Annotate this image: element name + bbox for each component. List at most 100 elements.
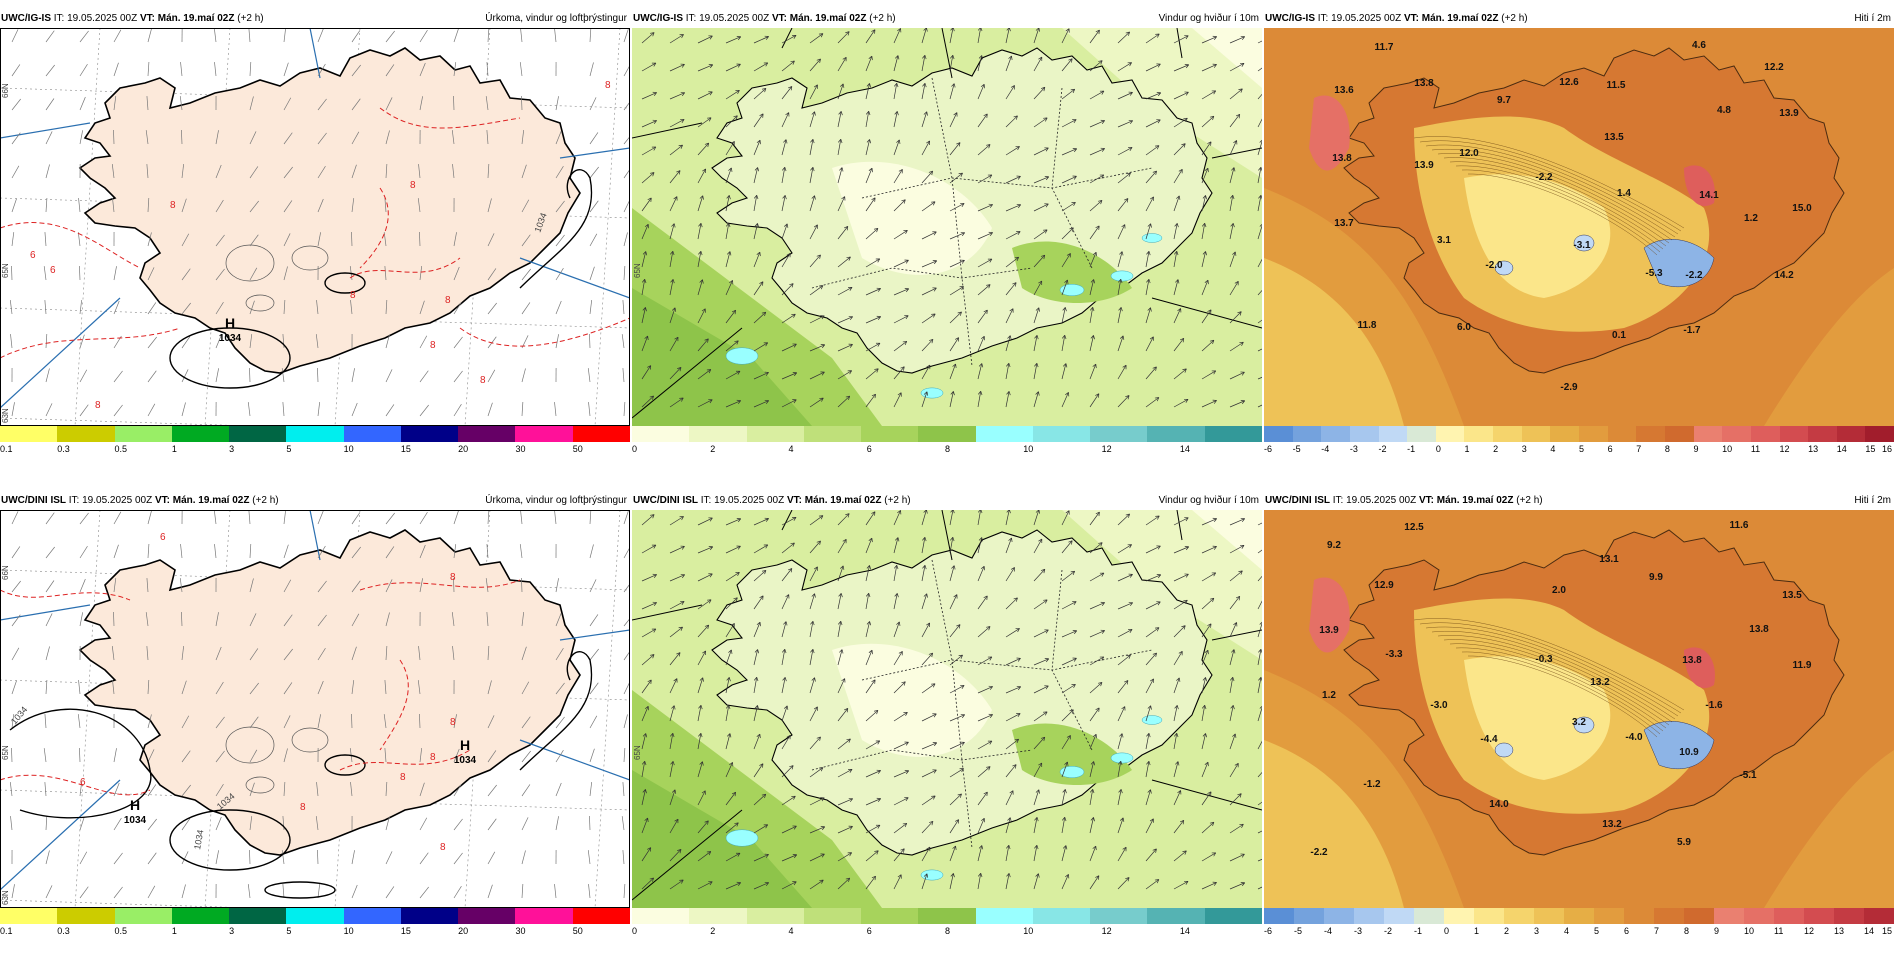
colorbar-swatch — [1594, 908, 1624, 924]
colorbar-swatch — [1436, 426, 1465, 442]
colorbar-swatch — [0, 908, 57, 924]
panel-igis-temp: UWC/IG-IS IT: 19.05.2025 00Z VT: Mán. 19… — [1264, 10, 1894, 475]
colorbar-swatch — [976, 908, 1033, 924]
colorbar-label: 1 — [172, 926, 177, 936]
colorbar-label: 12 — [1779, 444, 1789, 454]
vt-label: VT: — [140, 13, 155, 24]
panel-title: Vindur og hviður í 10m — [1159, 10, 1259, 28]
colorbar-swatch — [1464, 426, 1493, 442]
temp-value: -2.2 — [1685, 270, 1703, 281]
temp-value: 9.2 — [1327, 540, 1341, 551]
temp-value: -5.3 — [1645, 268, 1663, 279]
panel-title: Úrkoma, vindur og loftþrýstingur — [485, 10, 627, 28]
temp-value: 12.2 — [1764, 62, 1784, 73]
colorbar — [1264, 426, 1894, 442]
colorbar-swatch — [0, 426, 57, 442]
high-pressure-label: H — [460, 737, 470, 753]
temp-value: 13.7 — [1334, 218, 1354, 229]
init-time: 19.05.2025 00Z — [1331, 13, 1401, 24]
model-name: UWC/IG-IS — [633, 13, 683, 24]
panel-dini-precip: UWC/DINI ISL IT: 19.05.2025 00Z VT: Mán.… — [0, 492, 630, 957]
colorbar-label: 0 — [632, 926, 637, 936]
temp-value: 4.6 — [1692, 40, 1706, 51]
colorbar-swatch — [1504, 908, 1534, 924]
colorbar-swatch — [515, 426, 572, 442]
colorbar-label: 0 — [632, 444, 637, 454]
colorbar-label: 15 — [1865, 444, 1875, 454]
colorbar-swatch — [918, 908, 975, 924]
valid-time: Mán. 19.maí 02Z — [173, 495, 250, 506]
colorbar-label: 0.5 — [115, 444, 128, 454]
colorbar-swatch — [1804, 908, 1834, 924]
colorbar-label: 6 — [1624, 926, 1629, 936]
colorbar-label: 1 — [172, 444, 177, 454]
colorbar-label: 6 — [1608, 444, 1613, 454]
valid-time: Mán. 19.maí 02Z — [805, 495, 882, 506]
colorbar-label: 0.1 — [0, 926, 13, 936]
init-time: 19.05.2025 00Z — [714, 495, 784, 506]
colorbar-swatch — [747, 426, 804, 442]
temp-value: -1.7 — [1683, 325, 1701, 336]
colorbar-swatch — [1147, 908, 1204, 924]
isobar-label: 8 — [410, 180, 416, 191]
colorbar-swatch — [747, 908, 804, 924]
panel-header: UWC/DINI ISL IT: 19.05.2025 00Z VT: Mán.… — [1264, 492, 1894, 510]
temp-value: -3.3 — [1385, 649, 1403, 660]
colorbar-swatch — [573, 908, 630, 924]
colorbar-label: 0.1 — [0, 444, 13, 454]
colorbar-swatch — [1321, 426, 1350, 442]
colorbar-swatch — [1293, 426, 1322, 442]
colorbar-swatch — [861, 426, 918, 442]
colorbar-label: 12 — [1102, 926, 1112, 936]
colorbar-label: 20 — [458, 444, 468, 454]
colorbar-swatch — [804, 426, 861, 442]
temp-value: 14.0 — [1489, 799, 1509, 810]
lat-label: 65N — [633, 263, 642, 278]
colorbar-swatch — [458, 426, 515, 442]
it-label: IT: — [54, 13, 65, 24]
lat-label: 65N — [1, 263, 10, 278]
colorbar — [0, 426, 630, 442]
colorbar-swatch — [1294, 908, 1324, 924]
colorbar-swatch — [918, 426, 975, 442]
temp-value: 13.5 — [1782, 590, 1802, 601]
lat-label: 66N — [1, 83, 10, 98]
colorbar-swatch — [1608, 426, 1637, 442]
colorbar-label: 10 — [1744, 926, 1754, 936]
colorbar-swatch — [1033, 908, 1090, 924]
colorbar-swatch — [401, 908, 458, 924]
colorbar-label: 2 — [1493, 444, 1498, 454]
lat-label: 65N — [1, 745, 10, 760]
colorbar — [1264, 908, 1894, 924]
it-label: IT: — [69, 495, 80, 506]
colorbar-label: 20 — [458, 926, 468, 936]
colorbar — [0, 908, 630, 924]
colorbar-label: 0.3 — [57, 926, 70, 936]
panel-title: Hiti í 2m — [1854, 10, 1891, 28]
lat-label: 63N — [1, 890, 10, 905]
temp-value: 12.9 — [1374, 580, 1394, 591]
isobar-label: 8 — [170, 200, 176, 211]
isobar-label: 6 — [30, 250, 36, 261]
panel-igis-precip: UWC/IG-IS IT: 19.05.2025 00Z VT: Mán. 19… — [0, 10, 630, 475]
colorbar-label: 9 — [1714, 926, 1719, 936]
colorbar-label: 4 — [789, 926, 794, 936]
temp-value: -1.6 — [1705, 700, 1723, 711]
lead-time: (+2 h) — [1501, 13, 1527, 24]
colorbar-label: 7 — [1654, 926, 1659, 936]
colorbar-label: 10 — [1023, 444, 1033, 454]
colorbar-label: 11 — [1774, 926, 1783, 936]
it-label: IT: — [1318, 13, 1329, 24]
temp-value: 6.0 — [1457, 322, 1471, 333]
temp-value: 11.8 — [1358, 320, 1377, 331]
isobar-label: 8 — [440, 842, 446, 853]
colorbar-swatch — [1684, 908, 1714, 924]
colorbar-label: 14 — [1180, 444, 1190, 454]
vt-label: VT: — [1404, 13, 1419, 24]
colorbar-swatch — [1837, 426, 1866, 442]
